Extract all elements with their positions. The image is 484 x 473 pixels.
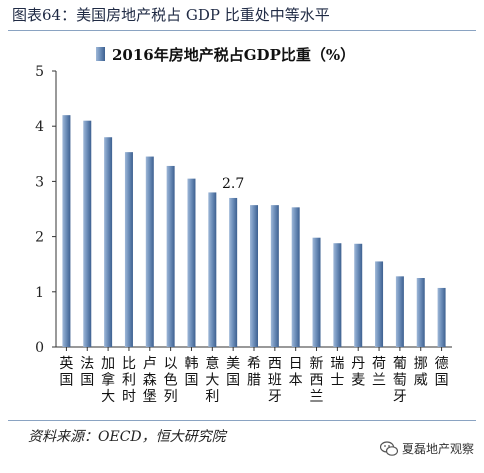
bar [416,278,425,347]
bar [437,287,446,347]
x-tick-label: 西班牙 [268,356,282,405]
watermark-text: 夏磊地产观察 [401,442,474,456]
bar [229,197,238,347]
x-tick-label: 挪威 [414,356,428,389]
chart-axes: 0 1 2 3 4 5 [35,64,452,356]
y-tick-label: 1 [35,285,44,301]
bar [187,178,196,347]
bar [312,237,321,347]
bar [395,276,404,347]
x-tick-label: 丹麦 [351,356,365,389]
bar [62,115,71,347]
x-tick-label: 加拿大 [101,356,115,405]
x-tick-label: 比利时 [122,356,136,405]
x-tick-label: 法国 [80,356,94,389]
source-note: 资料来源：OECD，恒大研究院 [28,429,226,445]
bar [375,261,384,347]
y-tick-label: 2 [35,230,44,246]
data-label: 2.7 [222,176,244,192]
x-tick-label: 卢森堡 [143,356,157,405]
watermark: 夏磊地产观察 [379,440,474,457]
x-tick-label: 韩国 [184,356,198,389]
figure-title: 图表64：美国房地产税占 GDP 比重处中等水平 [12,6,330,24]
x-tick-label: 新西兰 [310,356,324,405]
bar-series [62,115,446,348]
bar [270,205,279,347]
x-tick-label: 葡萄牙 [393,356,407,405]
source-divider [8,420,476,421]
x-tick-label: 日本 [289,356,303,389]
bar [166,165,175,347]
bar [104,137,113,347]
y-tick-label: 5 [35,64,44,80]
wechat-icon [379,440,398,456]
y-tick-label: 0 [35,340,44,356]
legend-label: 2016年房地产税占GDP比重（%） [112,46,355,64]
bar [333,243,342,347]
bar [250,205,258,347]
x-tick-label: 美国 [226,356,240,389]
bar [145,156,154,347]
x-tick-label: 以色列 [164,356,178,405]
bar-chart: 2016年房地产税占GDP比重（%） 0 1 2 3 4 5 2.7 英国法国加拿大比利时… [35,46,452,405]
x-tick-label: 瑞士 [330,356,344,389]
y-tick-label: 4 [35,119,44,135]
bar [291,207,300,347]
bar [354,243,363,347]
x-axis-labels: 英国法国加拿大比利时卢森堡以色列韩国意大利美国希腊西班牙日本新西兰瑞士丹麦荷兰葡… [59,355,448,405]
bar [208,192,217,347]
title-divider [8,30,476,31]
legend-swatch [96,47,105,61]
data-labels: 2.7 [222,176,244,192]
chart-legend: 2016年房地产税占GDP比重（%） [96,46,355,64]
x-tick-label: 德国 [435,356,449,389]
x-tick-label: 意大利 [205,355,219,405]
x-tick-label: 希腊 [247,356,261,389]
x-tick-label: 英国 [59,355,73,389]
x-tick-label: 荷兰 [372,356,386,389]
bar [83,120,92,348]
bar [124,152,133,347]
y-tick-label: 3 [35,174,44,190]
